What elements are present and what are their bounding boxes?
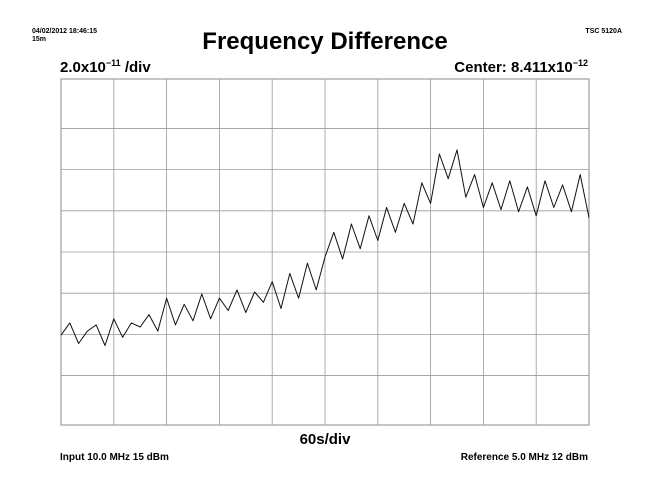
timestamp-span: 15m — [32, 36, 47, 43]
input-signal-label: Input 10.0 MHz 15 dBm — [60, 452, 169, 463]
timestamp-datetime: 04/02/2012 18:46:15 — [32, 28, 97, 35]
reference-signal-label: Reference 5.0 MHz 12 dBm — [460, 452, 588, 463]
series-marks — [60, 149, 590, 346]
instrument-model: TSC 5120A — [585, 28, 622, 35]
vertical-scale-unit: /div — [120, 59, 151, 76]
grid — [60, 78, 590, 426]
vertical-scale-mantissa: 2.0x10 — [60, 59, 106, 76]
center-value-exponent: −12 — [572, 58, 588, 68]
plot-area — [60, 78, 590, 426]
vertical-scale: 2.0x10−11 /div — [60, 58, 151, 76]
vertical-scale-exponent: −11 — [105, 58, 121, 68]
center-value: Center: 8.411x10−12 — [454, 58, 588, 76]
series-line — [60, 149, 590, 346]
chart-title: Frequency Difference — [202, 28, 448, 55]
time-per-division: 60s/div — [299, 431, 351, 448]
timestamp: 04/02/2012 18:46:15 15m — [32, 28, 97, 44]
center-value-label: Center: 8.411x10 — [454, 59, 573, 76]
